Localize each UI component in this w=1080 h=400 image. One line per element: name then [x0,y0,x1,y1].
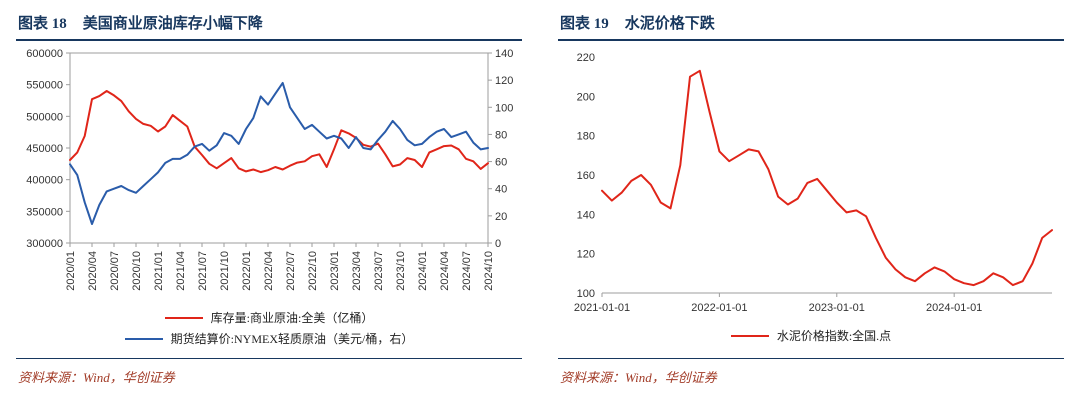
svg-text:100: 100 [577,288,595,300]
legend-line-cement [730,334,769,337]
svg-text:2022/10: 2022/10 [307,251,319,291]
svg-text:350000: 350000 [26,206,63,218]
svg-text:550000: 550000 [26,80,63,92]
source-divider [16,358,522,359]
svg-text:2021/10: 2021/10 [219,251,231,291]
svg-text:500000: 500000 [26,111,63,123]
chart-legend: 库存量:商业原油:全美（亿桶） 期货结算价:NYMEX轻质原油（美元/桶，右） [16,309,522,347]
svg-text:2021/01: 2021/01 [153,251,165,291]
svg-text:100: 100 [495,102,513,114]
svg-text:120: 120 [495,75,513,87]
source-note: 资料来源：Wind，华创证券 [560,370,717,385]
svg-text:2023/04: 2023/04 [351,251,363,291]
source-divider [558,358,1064,359]
svg-text:180: 180 [577,131,595,143]
svg-text:2024/10: 2024/10 [483,251,495,291]
legend-label: 库存量:商业原油:全美（亿桶） [210,311,374,325]
svg-text:2023/10: 2023/10 [395,251,407,291]
svg-text:2021/04: 2021/04 [175,251,187,291]
chart-legend: 水泥价格指数:全国.点 [558,327,1064,344]
cement-price-chart: 100 120 140 160 180 200 220 2021-01-01 2022-01-0… [574,52,1053,314]
svg-text:400000: 400000 [26,175,63,187]
svg-text:2023-01-01: 2023-01-01 [809,302,865,314]
svg-text:600000: 600000 [26,48,63,60]
figure-title: 美国商业原油库存小幅下降 [82,16,263,32]
svg-text:2024-01-01: 2024-01-01 [926,302,982,314]
legend-line-nymex [124,337,163,340]
svg-text:0: 0 [495,238,501,250]
figure-crude-oil: 图表 18 美国商业原油库存小幅下降 300000 350000 400000 450… [16,10,522,386]
report-figures-row: 图表 18 美国商业原油库存小幅下降 300000 350000 400000 450… [16,10,1064,386]
svg-text:2024/07: 2024/07 [461,251,473,291]
svg-text:120: 120 [577,249,595,261]
svg-text:2023/01: 2023/01 [329,251,341,291]
svg-text:160: 160 [577,170,595,182]
legend-label: 期货结算价:NYMEX轻质原油（美元/桶，右） [170,332,414,346]
svg-text:300000: 300000 [26,238,63,250]
svg-text:2021-01-01: 2021-01-01 [574,302,630,314]
svg-text:2022/01: 2022/01 [241,251,253,291]
svg-text:2020/04: 2020/04 [87,251,99,291]
svg-text:2020/10: 2020/10 [131,251,143,291]
svg-text:2020/01: 2020/01 [65,251,77,291]
legend-item: 期货结算价:NYMEX轻质原油（美元/桶，右） [124,330,414,347]
svg-text:60: 60 [495,157,507,169]
figure-label: 图表 19 [560,16,609,32]
svg-text:2022/07: 2022/07 [285,251,297,291]
legend-label: 水泥价格指数:全国.点 [776,329,892,343]
figure-label: 图表 18 [18,16,67,32]
source-note: 资料来源：Wind，华创证券 [18,370,175,385]
legend-line-inventory [164,316,203,319]
svg-text:2022-01-01: 2022-01-01 [691,302,747,314]
legend-item: 库存量:商业原油:全美（亿桶） [164,309,374,326]
svg-text:2021/07: 2021/07 [197,251,209,291]
figure-header: 图表 18 美国商业原油库存小幅下降 [16,10,522,41]
figure-header: 图表 19 水泥价格下跌 [558,10,1064,41]
svg-text:140: 140 [577,209,595,221]
crude-oil-inventory-chart: 300000 350000 400000 450000 500000 550000 6000… [26,48,513,291]
svg-text:2020/07: 2020/07 [109,251,121,291]
svg-text:40: 40 [495,184,507,196]
legend-item: 水泥价格指数:全国.点 [730,327,892,344]
svg-text:2023/07: 2023/07 [373,251,385,291]
svg-text:80: 80 [495,129,507,141]
svg-text:450000: 450000 [26,143,63,155]
svg-text:20: 20 [495,211,507,223]
svg-text:200: 200 [577,91,595,103]
svg-text:140: 140 [495,48,513,60]
svg-text:2024/01: 2024/01 [417,251,429,291]
svg-text:2022/04: 2022/04 [263,251,275,291]
svg-text:2024/04: 2024/04 [439,251,451,291]
figure-title: 水泥价格下跌 [624,16,715,32]
figure-cement-price: 图表 19 水泥价格下跌 100 120 140 160 180 200 220 2021-0… [558,10,1064,386]
svg-text:220: 220 [577,52,595,64]
